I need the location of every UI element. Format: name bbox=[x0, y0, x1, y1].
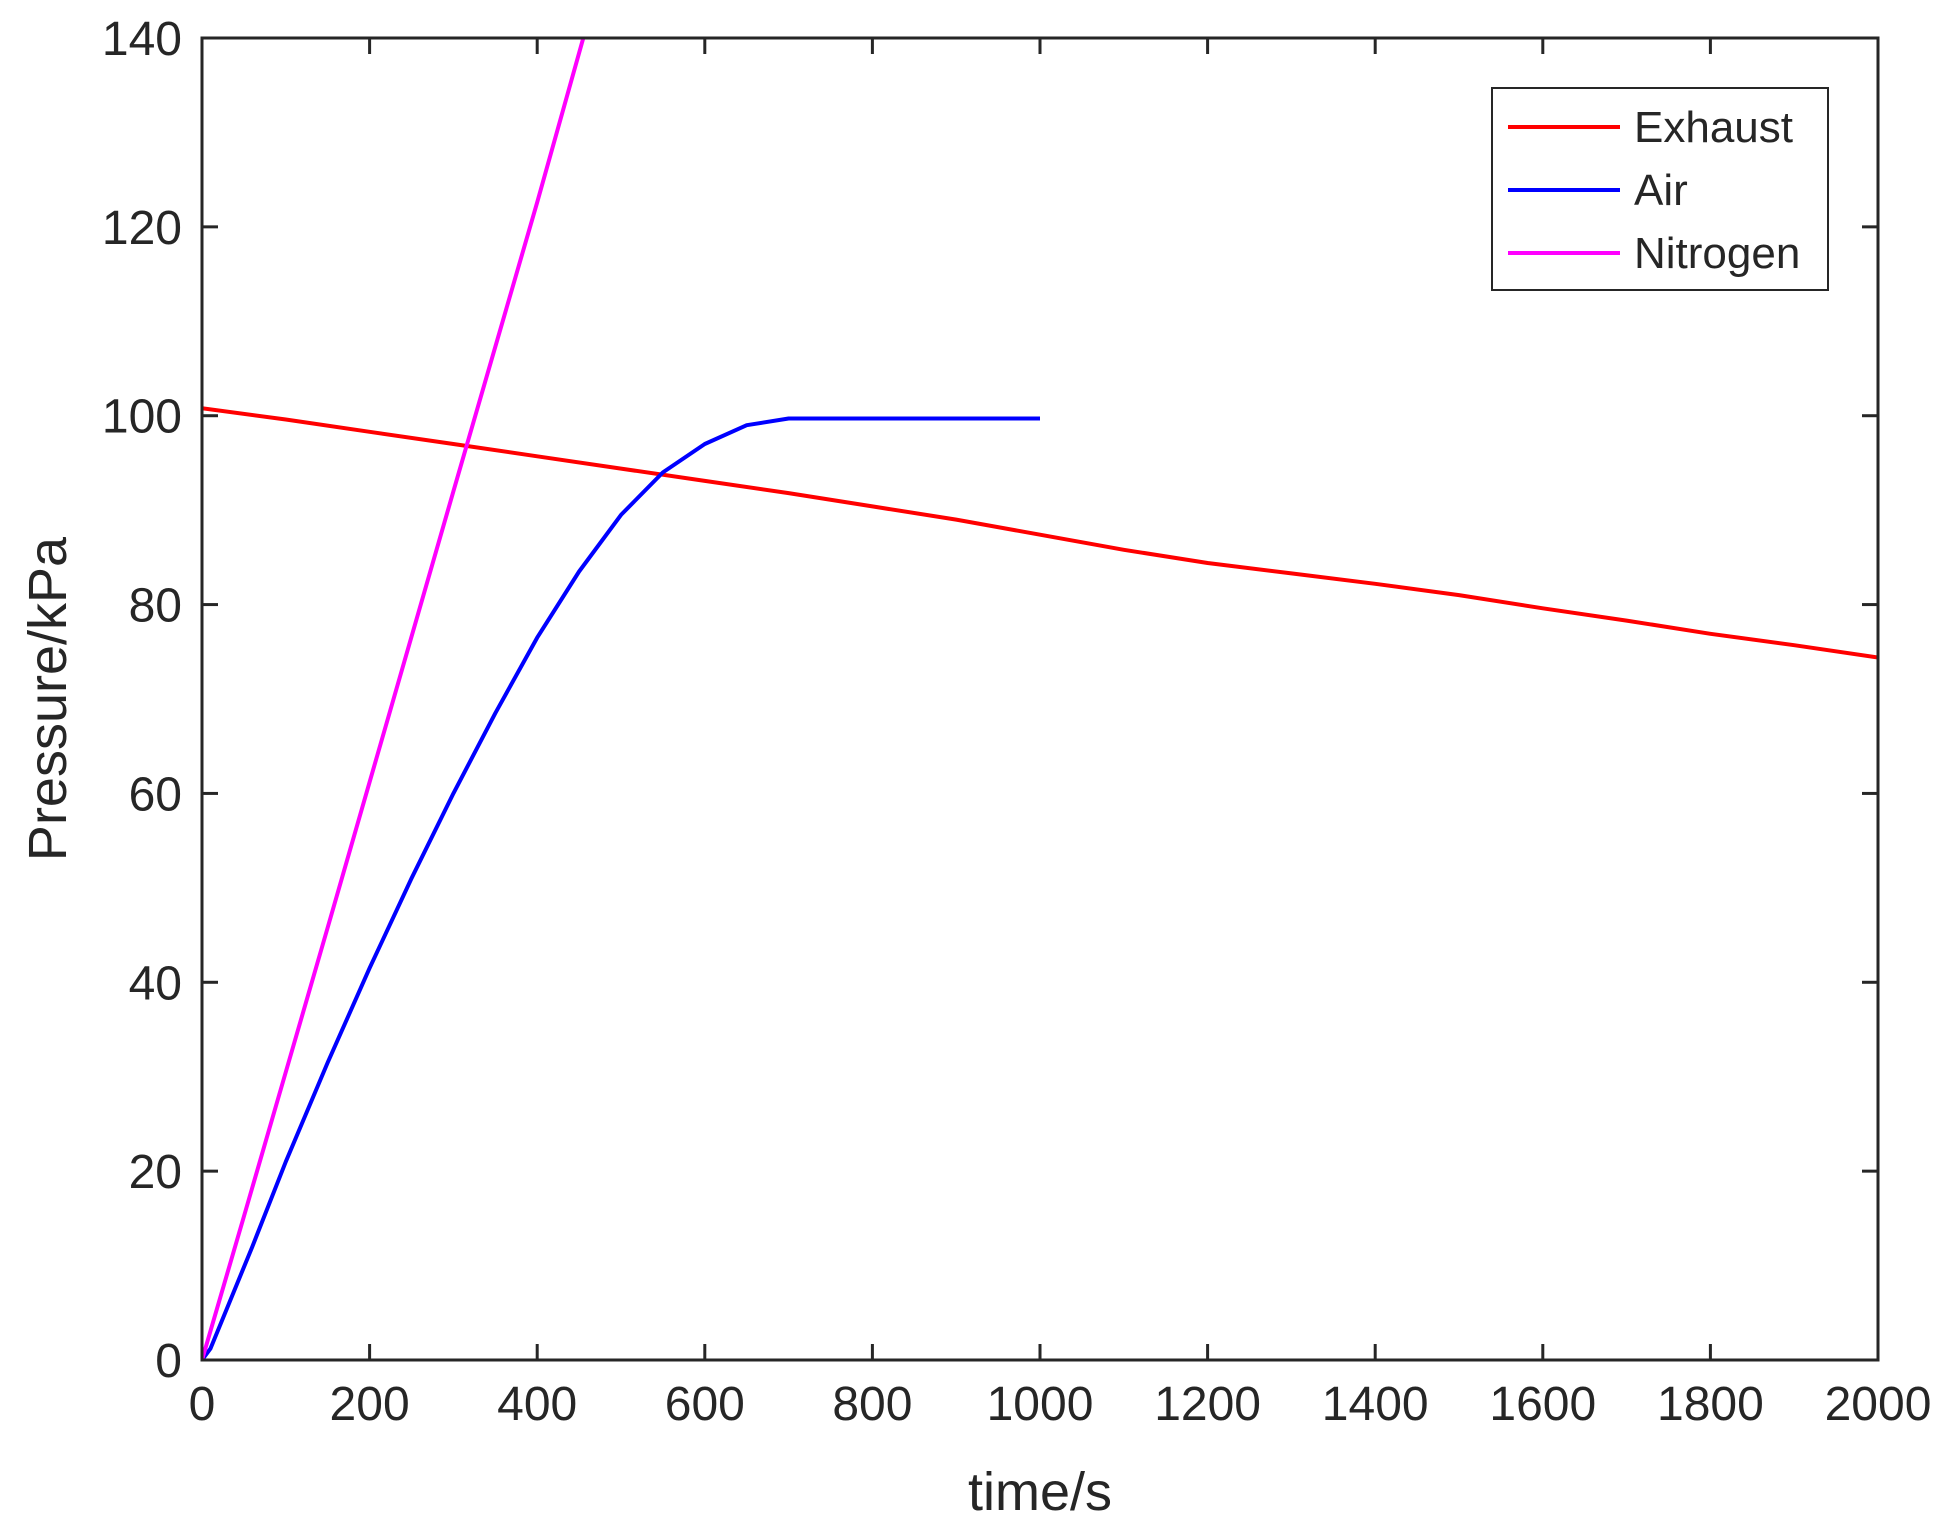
x-tick-label: 2000 bbox=[1825, 1378, 1932, 1431]
x-tick-label: 1200 bbox=[1154, 1378, 1261, 1431]
tick-layer: 0 200 400 600 800 1000 1200 1400 1600 1800 2000 0 20… bbox=[102, 13, 1931, 1431]
x-tick-label: 1600 bbox=[1489, 1378, 1596, 1431]
series-line-nitrogen bbox=[202, 38, 586, 1360]
x-axis-title: time/s bbox=[968, 1462, 1112, 1522]
y-tick-label: 40 bbox=[129, 957, 182, 1010]
y-tick-label: 0 bbox=[155, 1335, 182, 1388]
legend-label-exhaust: Exhaust bbox=[1634, 103, 1793, 152]
x-tick-label: 1400 bbox=[1322, 1378, 1429, 1431]
legend-label-nitrogen: Nitrogen bbox=[1634, 229, 1800, 278]
series-line-air bbox=[202, 416, 1040, 1360]
y-tick-label: 80 bbox=[129, 580, 182, 633]
x-tick-label: 400 bbox=[497, 1378, 577, 1431]
legend-label-air: Air bbox=[1634, 166, 1688, 215]
series-layer bbox=[202, 38, 1878, 1360]
x-tick-label: 200 bbox=[330, 1378, 410, 1431]
y-tick-label: 60 bbox=[129, 768, 182, 821]
y-axis-title: Pressure/kPa bbox=[18, 536, 78, 861]
x-tick-label: 1800 bbox=[1657, 1378, 1764, 1431]
y-tick-label: 140 bbox=[102, 13, 182, 66]
series-line-exhaust bbox=[202, 406, 1878, 660]
x-tick-label: 1000 bbox=[987, 1378, 1094, 1431]
legend: Exhaust Air Nitrogen bbox=[1491, 87, 1829, 291]
x-tick-label: 0 bbox=[189, 1378, 216, 1431]
y-tick-label: 20 bbox=[129, 1146, 182, 1199]
x-tick-label: 600 bbox=[665, 1378, 745, 1431]
y-tick-label: 100 bbox=[102, 391, 182, 444]
y-tick-label: 120 bbox=[102, 202, 182, 255]
x-tick-label: 800 bbox=[832, 1378, 912, 1431]
